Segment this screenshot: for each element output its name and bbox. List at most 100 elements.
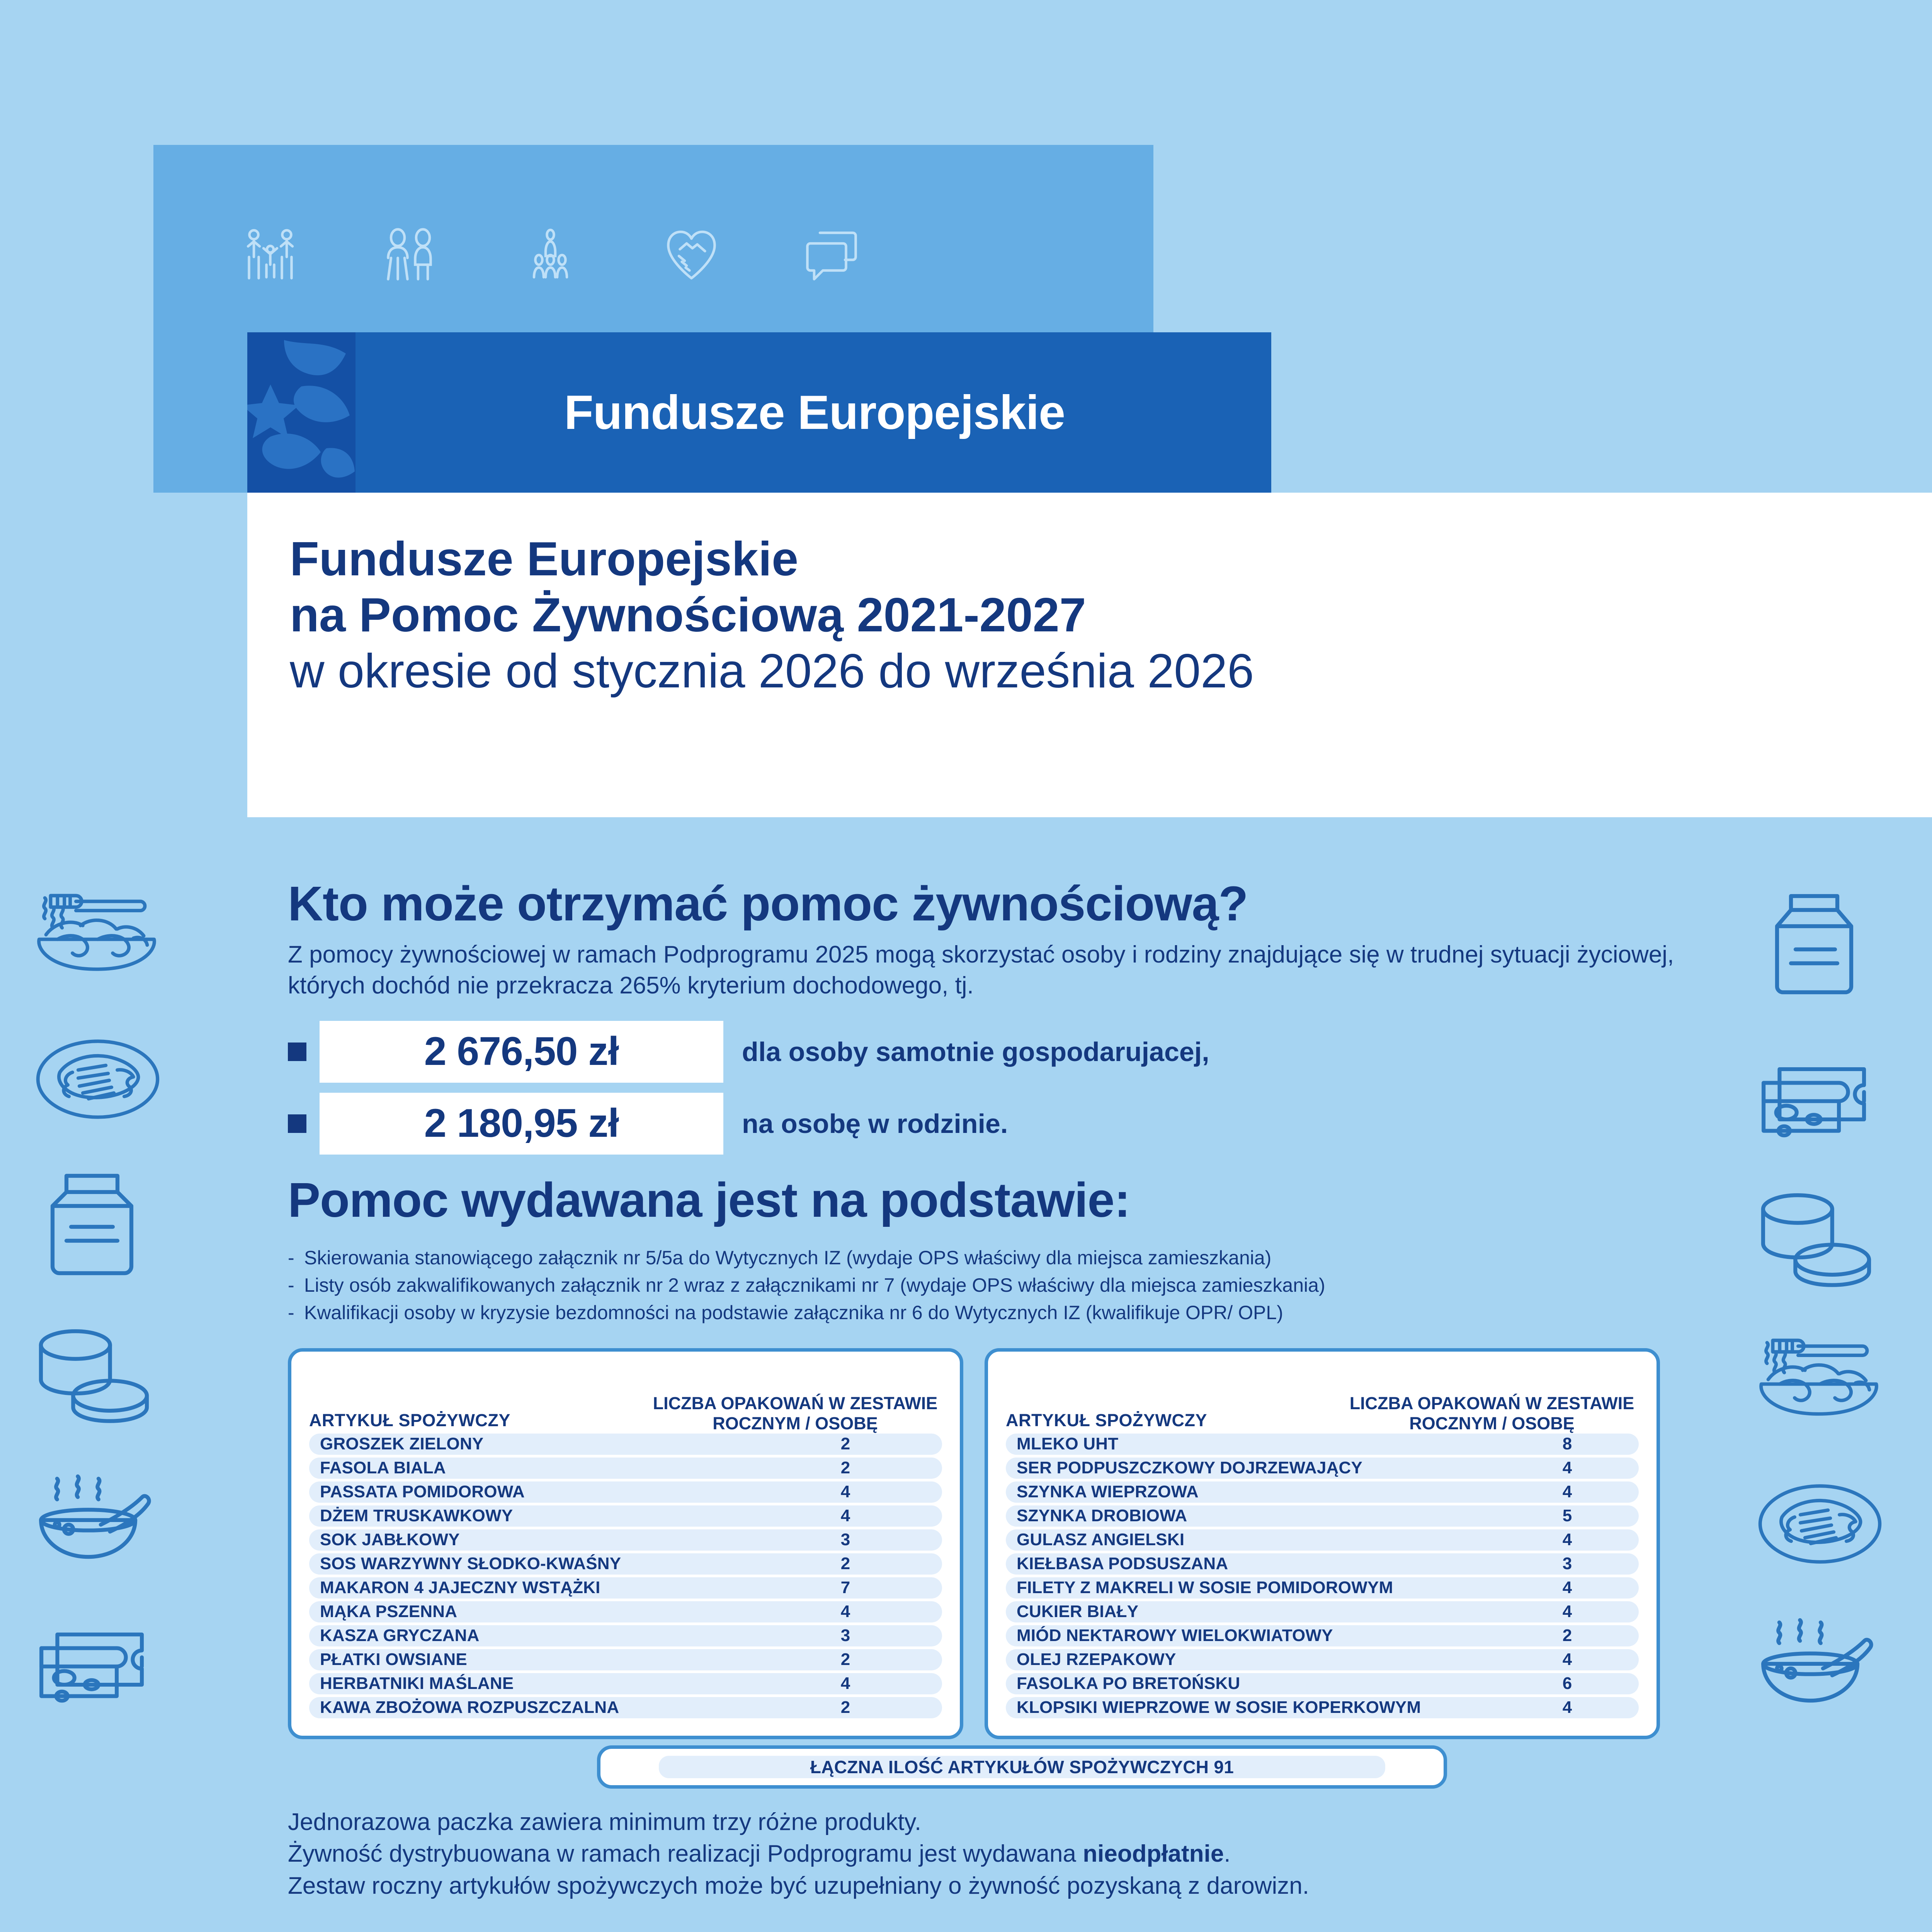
product-name: SZYNKA WIEPRZOWA bbox=[1017, 1482, 1199, 1502]
amount-value: 2 180,95 zł bbox=[424, 1101, 619, 1146]
closing-line-2-bold: nieodpłatnie bbox=[1083, 1840, 1224, 1867]
table-row: PASSATA POMIDOROWA 4 bbox=[309, 1481, 942, 1503]
product-name: CUKIER BIAŁY bbox=[1017, 1602, 1139, 1621]
square-bullet-icon bbox=[288, 1114, 306, 1133]
closing-line-3: Zestaw roczny artykułów spożywczych może… bbox=[288, 1872, 1309, 1899]
closing-line-2-pre: Żywność dystrybuowana w ramach realizacj… bbox=[288, 1840, 1083, 1867]
main-content: Kto może otrzymać pomoc żywnościową? Z p… bbox=[288, 877, 1756, 1932]
product-name: SOK JABŁKOWY bbox=[320, 1530, 460, 1549]
pasta-plate-icon bbox=[37, 894, 156, 971]
column-header-quantity-line2: ROCZNYM / OSOBĘ bbox=[713, 1413, 878, 1434]
amount-box: 2 180,95 zł bbox=[320, 1092, 723, 1155]
total-bar: ŁĄCZNA ILOŚĆ ARTYKUŁÓW SPOŻYWCZYCH 91 bbox=[597, 1745, 1447, 1789]
table-header-row: ARTYKUŁ SPOŻYWCZY LICZBA OPAKOWAŃ W ZEST… bbox=[1006, 1369, 1639, 1434]
product-qty: 4 bbox=[840, 1506, 850, 1526]
table-row: SER PODPUSZCZKOWY DOJRZEWAJĄCY 4 bbox=[1006, 1457, 1639, 1479]
cheese-icon bbox=[1762, 1067, 1866, 1138]
product-qty: 2 bbox=[840, 1698, 850, 1717]
product-qty: 4 bbox=[1562, 1458, 1572, 1478]
product-name: MLEKO UHT bbox=[1017, 1434, 1119, 1454]
product-qty: 4 bbox=[840, 1602, 850, 1621]
title-line-2: na Pomoc Żywnościową 2021-2027 bbox=[290, 588, 1086, 642]
section-heading-eligibility: Kto może otrzymać pomoc żywnościową? bbox=[288, 876, 1248, 931]
closing-line-2: Żywność dystrybuowana w ramach realizacj… bbox=[288, 1838, 1756, 1870]
canned-food-icon bbox=[1761, 1193, 1871, 1287]
canned-food-icon bbox=[39, 1329, 149, 1423]
right-decorative-icon-column bbox=[1756, 889, 1884, 1710]
total-bar-inner: ŁĄCZNA ILOŚĆ ARTYKUŁÓW SPOŻYWCZYCH 91 bbox=[659, 1755, 1385, 1778]
column-header-quantity-line2: ROCZNYM / OSOBĘ bbox=[1409, 1413, 1575, 1434]
table-row: SOS WARZYWNY SŁODKO-KWAŚNY 2 bbox=[309, 1553, 942, 1575]
soup-bowl-icon bbox=[39, 1474, 151, 1559]
amount-box: 2 676,50 zł bbox=[320, 1020, 723, 1083]
table-row: OLEJ RZEPAKOWY 4 bbox=[1006, 1649, 1639, 1670]
product-qty: 4 bbox=[1562, 1650, 1572, 1669]
table-body: GROSZEK ZIELONY 2 FASOLA BIALA 2 PASSATA P… bbox=[309, 1433, 942, 1718]
left-decorative-icon-column bbox=[34, 889, 162, 1710]
dash-bullet-icon: - bbox=[288, 1301, 294, 1323]
square-bullet-icon bbox=[288, 1042, 306, 1061]
product-name: FASOLKA PO BRETOŃSKU bbox=[1017, 1674, 1240, 1693]
table-row: PŁATKI OWSIANE 2 bbox=[309, 1649, 942, 1670]
total-label: ŁĄCZNA ILOŚĆ ARTYKUŁÓW SPOŻYWCZYCH 91 bbox=[810, 1757, 1234, 1777]
product-name: PŁATKI OWSIANE bbox=[320, 1650, 467, 1669]
product-name: OLEJ RZEPAKOWY bbox=[1017, 1650, 1176, 1669]
closing-line-1: Jednorazowa paczka zawiera minimum trzy … bbox=[288, 1808, 922, 1835]
column-header-product: ARTYKUŁ SPOŻYWCZY bbox=[1006, 1410, 1207, 1430]
product-name: KASZA GRYCZANA bbox=[320, 1626, 480, 1645]
table-body: MLEKO UHT 8 SER PODPUSZCZKOWY DOJRZEWAJĄC… bbox=[1006, 1433, 1639, 1718]
pictogram-row bbox=[242, 228, 859, 282]
product-name: PASSATA POMIDOROWA bbox=[320, 1482, 525, 1502]
table-row: FILETY Z MAKRELI W SOSIE POMIDOROWYM 4 bbox=[1006, 1577, 1639, 1599]
product-qty: 3 bbox=[840, 1530, 850, 1549]
amount-label: na osobę w rodzinie. bbox=[742, 1108, 1008, 1139]
table-row: KLOPSIKI WIEPRZOWE W SOSIE KOPERKOWYM 4 bbox=[1006, 1697, 1639, 1718]
amount-list: 2 676,50 zł dla osoby samotnie gospodaru… bbox=[288, 1020, 1756, 1155]
amount-row: 2 180,95 zł na osobę w rodzinie. bbox=[288, 1092, 1756, 1155]
eligibility-paragraph: Z pomocy żywnościowej w ramach Podprogra… bbox=[288, 941, 1674, 999]
title-line-3: w okresie od stycznia 2026 do września 2… bbox=[290, 645, 1254, 698]
group-people-icon bbox=[532, 228, 568, 279]
fe-logo-strip: Fundusze Europejskie bbox=[247, 332, 1271, 493]
list-item-label: Skierowania stanowiącego załącznik nr 5/… bbox=[304, 1247, 1272, 1269]
amount-label: dla osoby samotnie gospodarujacej, bbox=[742, 1036, 1209, 1067]
product-qty: 3 bbox=[1562, 1554, 1572, 1573]
table-row: MIÓD NEKTAROWY WIELOKWIATOWY 2 bbox=[1006, 1625, 1639, 1646]
speech-bubbles-icon bbox=[806, 231, 857, 281]
total-bar-wrap: ŁĄCZNA ILOŚĆ ARTYKUŁÓW SPOŻYWCZYCH 91 bbox=[288, 1745, 1756, 1789]
product-qty: 2 bbox=[1562, 1626, 1572, 1645]
basis-list: - Skierowania stanowiącego załącznik nr 5… bbox=[288, 1244, 1756, 1327]
list-item-label: Listy osób zakwalifikowanych załącznik n… bbox=[304, 1274, 1325, 1296]
product-table-left: ARTYKUŁ SPOŻYWCZY LICZBA OPAKOWAŃ W ZEST… bbox=[288, 1348, 963, 1739]
product-qty: 4 bbox=[840, 1674, 850, 1693]
product-name: HERBATNIKI MAŚLANE bbox=[320, 1674, 514, 1693]
table-row: FASOLA BIALA 2 bbox=[309, 1457, 942, 1479]
column-header-quantity: LICZBA OPAKOWAŃ W ZESTAWIE ROCZNYM / OSO… bbox=[648, 1393, 942, 1434]
product-table-right: ARTYKUŁ SPOŻYWCZY LICZBA OPAKOWAŃ W ZEST… bbox=[985, 1348, 1660, 1739]
product-name: MAKARON 4 JAJECZNY WSTĄŻKI bbox=[320, 1578, 600, 1597]
list-item: - Listy osób zakwalifikowanych załącznik … bbox=[288, 1272, 1756, 1299]
table-row: KASZA GRYCZANA 3 bbox=[309, 1625, 942, 1646]
closing-line-2-post: . bbox=[1224, 1840, 1231, 1867]
soup-bowl-icon bbox=[1761, 1618, 1873, 1703]
column-header-quantity-line1: LICZBA OPAKOWAŃ W ZESTAWIE bbox=[1349, 1393, 1634, 1413]
list-item: - Skierowania stanowiącego załącznik nr 5… bbox=[288, 1244, 1756, 1272]
table-row: DŻEM TRUSKAWKOWY 4 bbox=[309, 1505, 942, 1527]
table-row: CUKIER BIAŁY 4 bbox=[1006, 1601, 1639, 1622]
product-qty: 2 bbox=[840, 1554, 850, 1573]
table-row: KIEŁBASA PODSUSZANA 3 bbox=[1006, 1553, 1639, 1575]
heart-handshake-icon bbox=[667, 230, 716, 280]
amount-row: 2 676,50 zł dla osoby samotnie gospodaru… bbox=[288, 1020, 1756, 1083]
product-qty: 4 bbox=[1562, 1530, 1572, 1549]
product-name: SZYNKA DROBIOWA bbox=[1017, 1506, 1187, 1526]
product-name: MĄKA PSZENNA bbox=[320, 1602, 457, 1621]
product-qty: 4 bbox=[1562, 1698, 1572, 1717]
dash-bullet-icon: - bbox=[288, 1247, 294, 1269]
product-qty: 4 bbox=[1562, 1578, 1572, 1597]
product-name: KAWA ZBOŻOWA ROZPUSZCZALNA bbox=[320, 1698, 619, 1717]
dash-bullet-icon: - bbox=[288, 1274, 294, 1296]
product-qty: 8 bbox=[1562, 1434, 1572, 1454]
product-name: SER PODPUSZCZKOWY DOJRZEWAJĄCY bbox=[1017, 1458, 1363, 1478]
fe-star-motif bbox=[247, 332, 355, 493]
